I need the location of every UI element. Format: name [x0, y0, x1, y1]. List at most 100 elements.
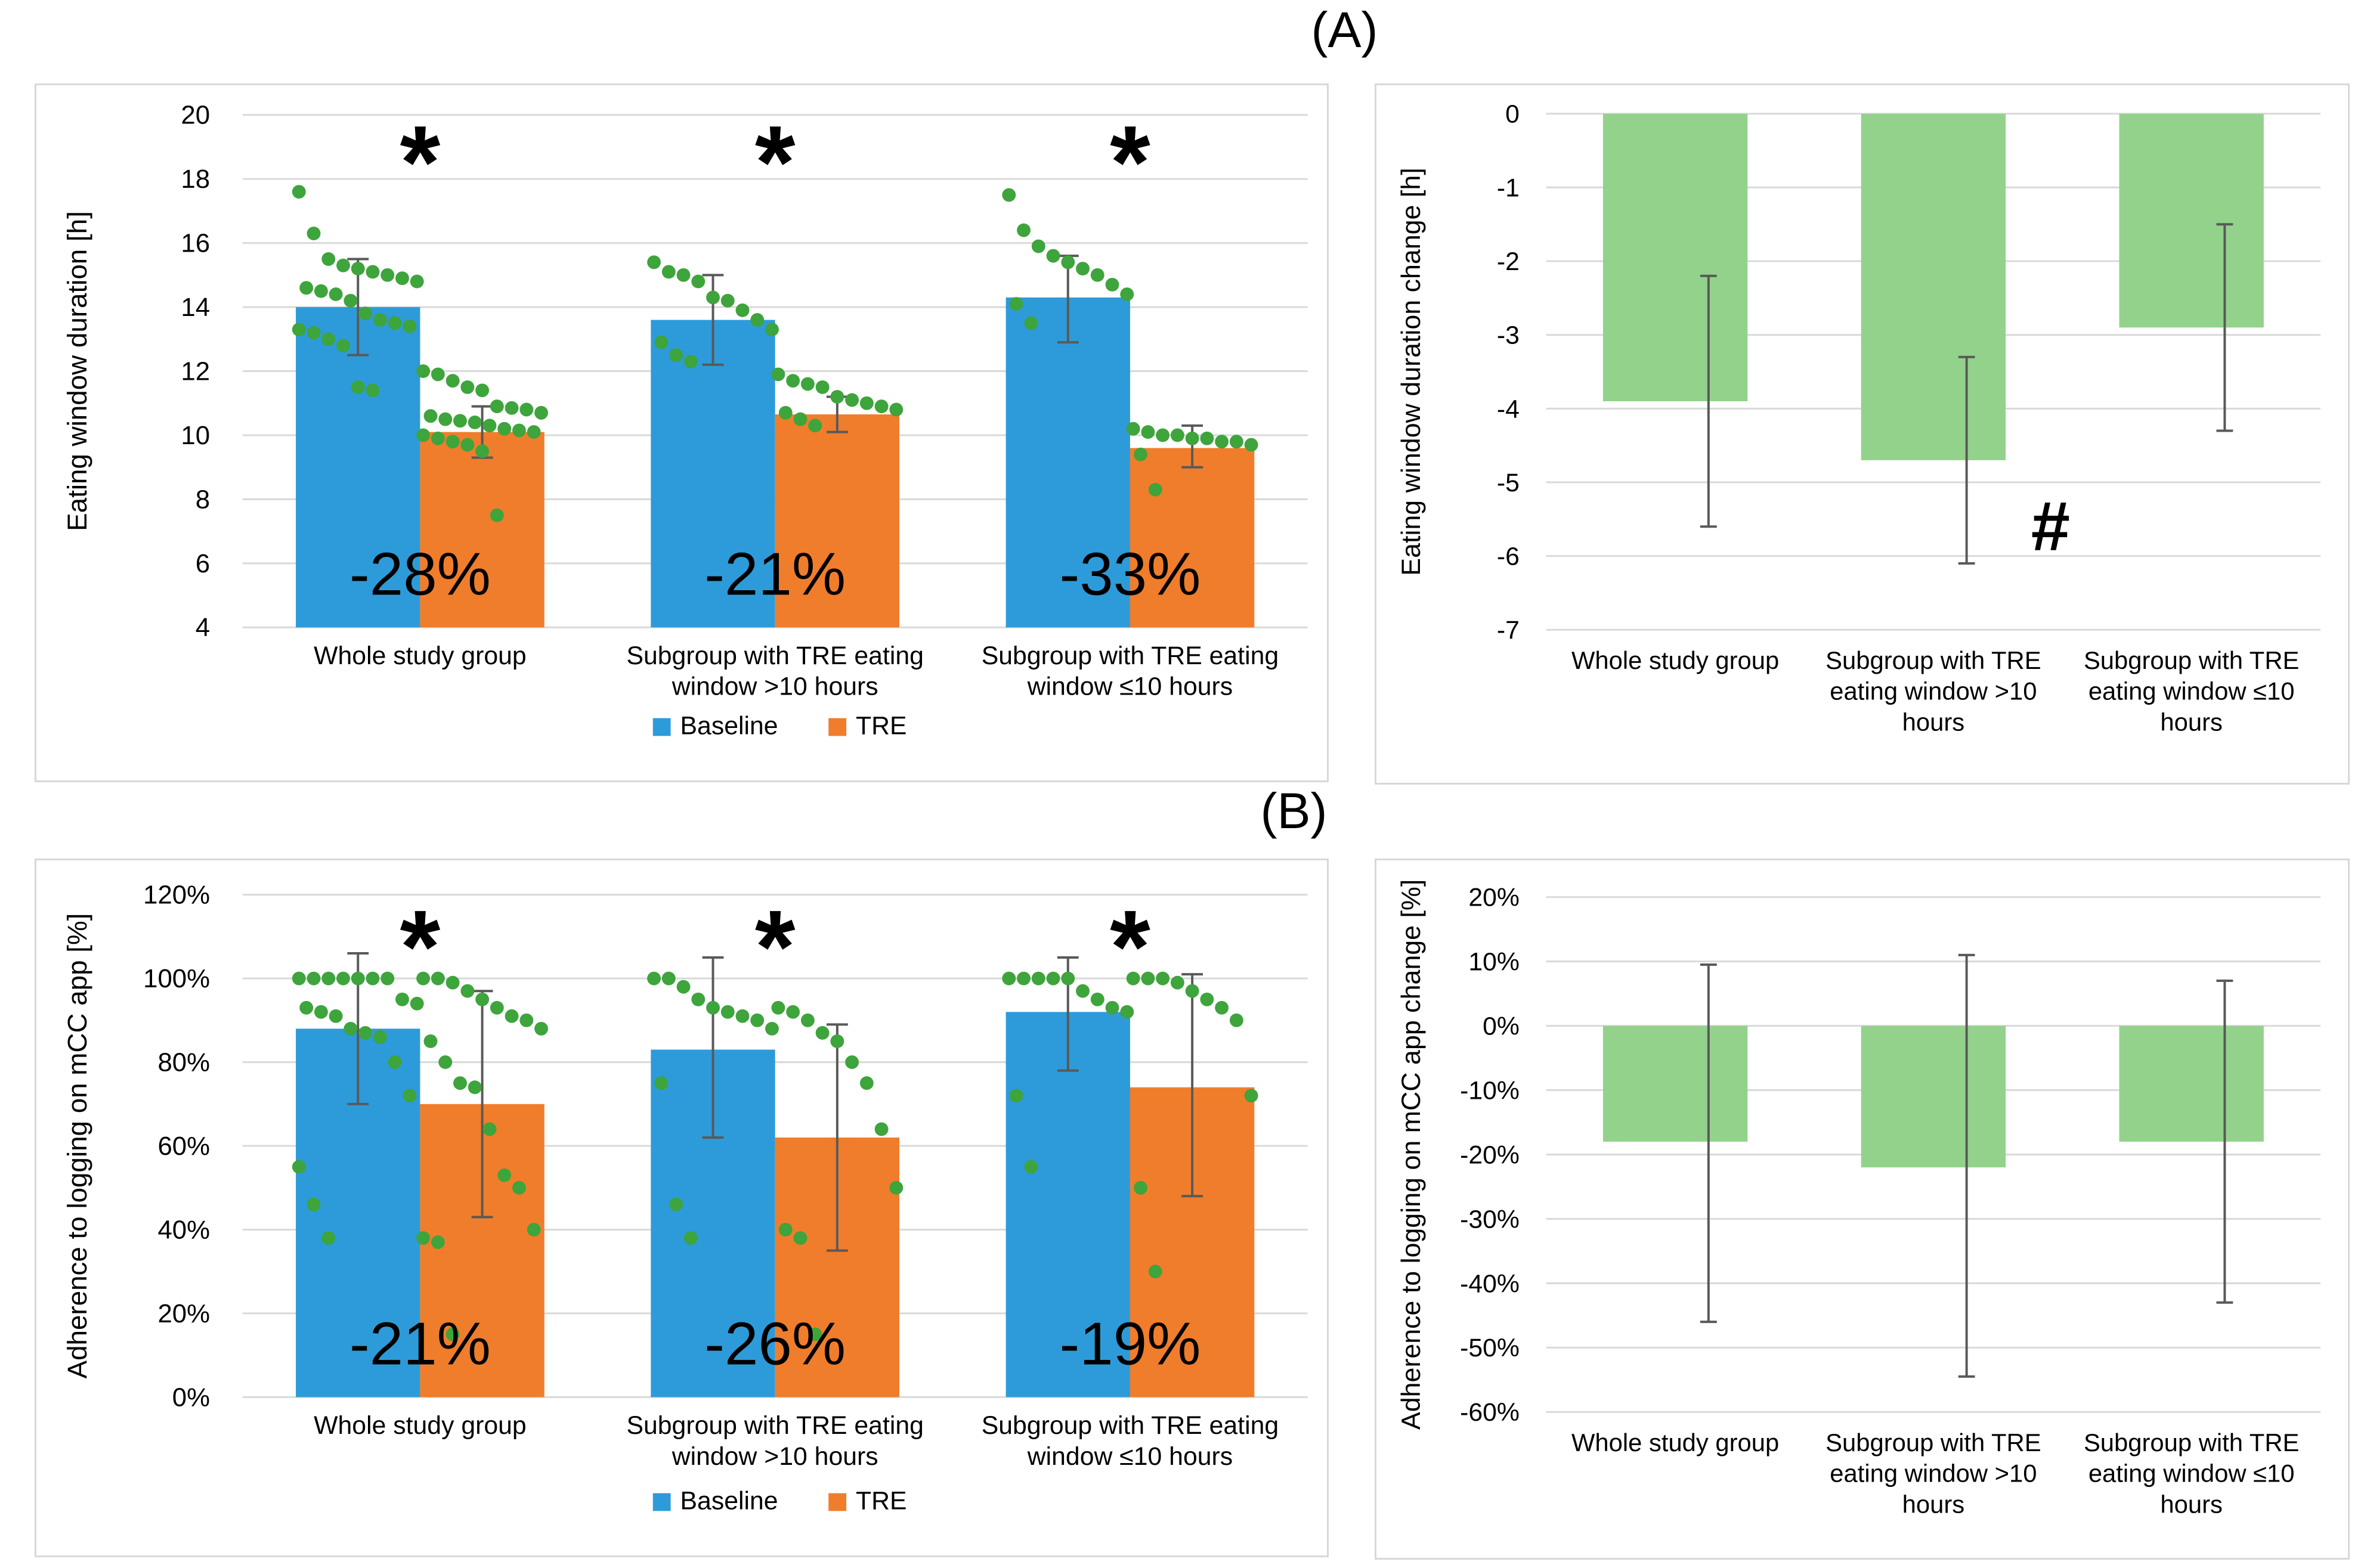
- data-point: [403, 319, 417, 333]
- error-bars: [347, 952, 1203, 1252]
- data-point: [497, 1168, 512, 1182]
- data-point: [344, 1021, 358, 1036]
- bar-change-group1: [1861, 1025, 2006, 1168]
- data-point: [403, 1089, 417, 1103]
- pct-change-label: -19%: [1060, 1310, 1201, 1378]
- data-point: [647, 255, 661, 269]
- category-label: eating window ≤10: [2088, 1459, 2295, 1488]
- data-point: [307, 1197, 321, 1211]
- data-point: [1076, 984, 1090, 998]
- bar-tre-group1: [775, 414, 900, 628]
- y-tick-label: 10: [181, 421, 210, 450]
- data-point: [661, 265, 676, 279]
- data-point: [1120, 287, 1134, 302]
- category-label: eating window >10: [1830, 677, 2037, 705]
- data-point: [676, 268, 691, 282]
- data-point: [691, 992, 706, 1006]
- data-point: [292, 1160, 306, 1174]
- data-point: [889, 1180, 904, 1195]
- bar-baseline-group1: [651, 320, 775, 628]
- data-point: [1017, 223, 1031, 237]
- data-point: [1200, 431, 1214, 445]
- data-point: [778, 1223, 793, 1237]
- legend-label: TRE: [856, 1486, 907, 1515]
- data-point: [388, 1055, 402, 1070]
- data-point: [410, 274, 424, 289]
- data-point: [1244, 438, 1258, 452]
- panel-adherence-logging-change: 20% 10% 0% -10% -20% -30% -40% -50% -60% Adherenc…: [1375, 859, 2350, 1560]
- legend: Baseline TRE: [652, 1486, 907, 1515]
- data-point: [460, 380, 475, 394]
- data-point: [793, 412, 807, 426]
- category-label: window >10 hours: [672, 673, 878, 701]
- y-tick-label: 6: [196, 549, 210, 578]
- data-point: [366, 971, 380, 986]
- data-point: [1148, 482, 1162, 497]
- panel-eating-window-duration: 20 18 16 14 12 10 8 6 4 Eating window duration [h…: [35, 83, 1329, 782]
- data-point: [292, 323, 306, 337]
- category-label: Subgroup with TRE: [1825, 1428, 2041, 1457]
- significance-star: *: [755, 104, 796, 220]
- y-axis-label: Adherence to logging on mCC app change […: [1396, 879, 1426, 1430]
- significance-star: *: [1110, 104, 1150, 220]
- data-point: [453, 414, 467, 428]
- pct-change-label: -26%: [704, 1310, 846, 1378]
- data-point: [380, 268, 395, 282]
- data-point: [815, 1025, 830, 1040]
- category-label: eating window ≤10: [2088, 677, 2295, 705]
- legend-swatch: [828, 1493, 847, 1511]
- pct-change-label: -21%: [349, 1310, 491, 1378]
- data-point: [1061, 255, 1075, 269]
- y-tick-label: 0%: [1483, 1012, 1520, 1041]
- data-point: [1185, 431, 1199, 445]
- y-tick-label: 80%: [157, 1048, 210, 1077]
- data-point: [475, 444, 490, 458]
- bar-change-group2: [2119, 113, 2264, 328]
- data-point: [314, 1005, 328, 1019]
- data-point: [735, 1009, 750, 1023]
- data-point: [321, 1231, 336, 1245]
- data-point: [1170, 428, 1184, 442]
- data-point: [416, 428, 431, 442]
- category-label: hours: [2160, 708, 2222, 736]
- data-point: [1126, 971, 1140, 986]
- data-point: [527, 1223, 541, 1237]
- data-point: [321, 252, 336, 266]
- data-point: [336, 339, 350, 352]
- data-point: [482, 419, 497, 433]
- data-point: [468, 416, 482, 429]
- data-point: [299, 1000, 314, 1015]
- data-point: [1009, 297, 1023, 311]
- data-point: [808, 419, 822, 433]
- data-point: [366, 265, 380, 279]
- y-tick-label: 60%: [157, 1132, 210, 1161]
- data-point: [366, 383, 380, 398]
- category-label: window ≤10 hours: [1027, 673, 1233, 701]
- data-point: [497, 422, 512, 436]
- data-point: [482, 1122, 497, 1136]
- data-point: [1061, 971, 1075, 986]
- data-point: [874, 399, 889, 414]
- y-tick-label: -50%: [1460, 1334, 1520, 1362]
- data-point: [460, 984, 475, 998]
- data-point: [786, 1005, 800, 1019]
- bar-tre-group0: [420, 432, 544, 628]
- data-point: [351, 262, 365, 276]
- x-category-labels: Whole study group Subgroup with TRE eating…: [1571, 646, 2299, 736]
- category-label: hours: [1902, 708, 1964, 736]
- legend-label: Baseline: [680, 1486, 778, 1515]
- significance-star: *: [400, 888, 441, 1005]
- scatter-points: [292, 185, 1258, 522]
- data-point: [431, 367, 445, 382]
- data-point: [445, 435, 460, 449]
- category-label: Whole study group: [1571, 646, 1779, 674]
- data-point: [416, 1231, 431, 1245]
- category-label: Subgroup with TRE eating: [982, 1411, 1279, 1440]
- legend-swatch: [828, 718, 847, 736]
- y-tick-label: 100%: [143, 964, 210, 993]
- category-label: Subgroup with TRE: [1825, 646, 2041, 674]
- legend-swatch: [652, 718, 671, 736]
- data-point: [720, 1005, 735, 1019]
- data-point: [336, 971, 350, 986]
- pct-change-label: -21%: [704, 540, 846, 608]
